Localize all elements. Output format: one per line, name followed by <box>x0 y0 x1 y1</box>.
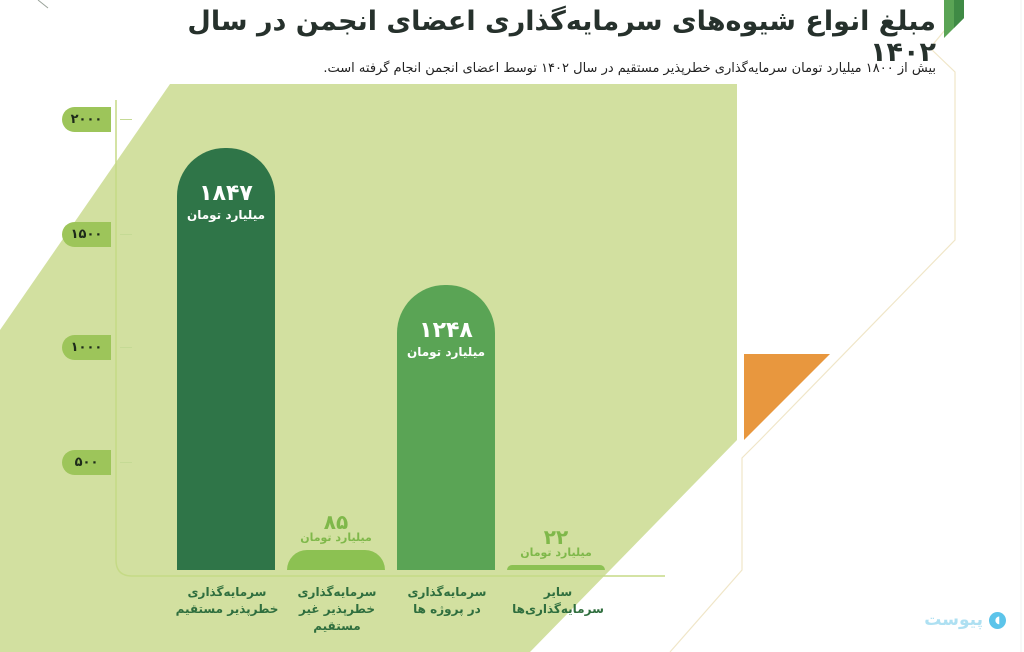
bar-unit: میلیارد تومان <box>520 546 592 559</box>
y-tick-1500: ۱۵۰۰ <box>62 222 111 247</box>
outline-line-top <box>929 29 956 80</box>
tick-mark <box>120 119 132 120</box>
bar-value: ۱۲۴۸ <box>419 318 473 343</box>
y-tick-1000: ۱۰۰۰ <box>62 335 111 360</box>
bar-value: ۱۸۴۷ <box>199 181 253 206</box>
outline-line <box>669 80 956 652</box>
y-tick-2000: ۲۰۰۰ <box>62 107 111 132</box>
bar-other-label: ۲۲ میلیارد تومان <box>507 527 605 559</box>
bar-value: ۸۵ <box>323 510 349 534</box>
axis-frame <box>115 100 665 577</box>
orange-accent-triangle <box>744 354 830 440</box>
tick-mark <box>120 347 132 348</box>
category-line: سرمایه‌گذاری <box>407 585 487 599</box>
logo-text: پیوست <box>924 610 983 630</box>
corner-line <box>37 0 49 9</box>
category-label-indirect-vc: سرمایه‌گذاری خطرپذیر غیر مستقیم <box>280 584 394 635</box>
logo-mark-icon: ◖ <box>989 611 1006 629</box>
bar-indirect-vc-label: ۸۵ میلیارد تومان <box>287 512 385 544</box>
category-label-direct-vc: سرمایه‌گذاری خطرپذیر مستقیم <box>172 584 282 618</box>
tick-mark <box>120 462 132 463</box>
bar-unit: میلیارد تومان <box>186 208 266 222</box>
bar-projects: ۱۲۴۸ میلیارد تومان <box>397 285 495 570</box>
category-line: سایر سرمایه‌گذاری‌ها <box>512 585 604 616</box>
category-line: خطرپذیر مستقیم <box>175 602 279 616</box>
y-tick-500: ۵۰۰ <box>62 450 111 475</box>
bar-indirect-vc <box>287 550 385 570</box>
bar-direct-vc: ۱۸۴۷ میلیارد تومان <box>177 148 275 570</box>
bar-other <box>507 565 605 570</box>
category-line: خطرپذیر غیر مستقیم <box>299 602 375 633</box>
chart-subtitle: بیش از ۱۸۰۰ میلیارد تومان سرمایه‌گذاری خ… <box>323 61 936 76</box>
category-line: سرمایه‌گذاری <box>297 585 377 599</box>
bar-value: ۲۲ <box>543 525 569 549</box>
category-line: در پروژه ها <box>413 602 481 616</box>
bar-unit: میلیارد تومان <box>406 345 486 359</box>
brand-logo: پیوست ◖ <box>924 610 1006 630</box>
bar-unit: میلیارد تومان <box>300 531 372 544</box>
tick-mark <box>120 234 132 235</box>
chart-title: مبلغ انواع شیوه‌های سرمایه‌گذاری اعضای ا… <box>187 6 936 68</box>
category-label-projects: سرمایه‌گذاری در پروژه ها <box>392 584 502 618</box>
category-line: سرمایه‌گذاری <box>187 585 267 599</box>
category-label-other: سایر سرمایه‌گذاری‌ها <box>498 584 618 618</box>
green-ribbon-shade <box>954 0 964 28</box>
